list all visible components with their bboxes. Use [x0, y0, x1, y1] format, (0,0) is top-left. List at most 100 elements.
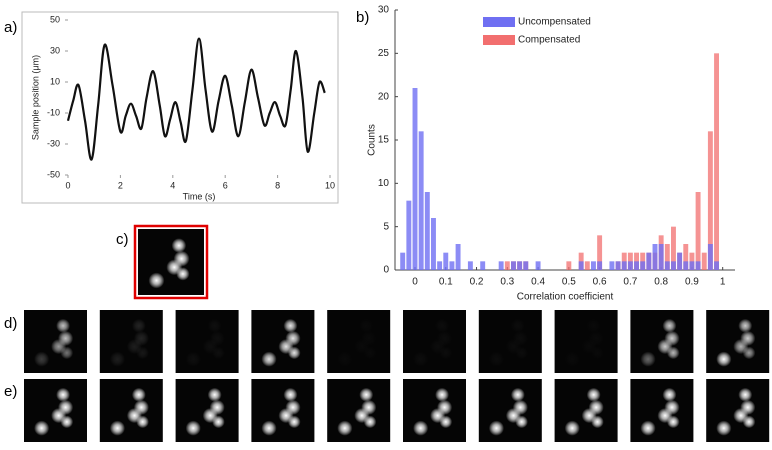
- image-spot: [359, 387, 374, 402]
- image-spot: [185, 351, 201, 367]
- x-tick-label: 0.3: [500, 277, 514, 288]
- image-spot: [34, 420, 50, 436]
- y-tick-label: -30: [47, 138, 60, 148]
- y-tick-label: 30: [50, 45, 60, 55]
- histogram-bar: [671, 261, 676, 270]
- image-tile: [403, 310, 466, 373]
- image-spot: [413, 352, 428, 367]
- histogram-bar: [504, 261, 510, 270]
- histogram-bar: [455, 244, 461, 270]
- image-spot: [171, 238, 187, 253]
- image-spot: [440, 347, 453, 360]
- image-tile: [327, 310, 391, 373]
- image-spot: [511, 319, 525, 333]
- image-spot: [287, 346, 301, 360]
- y-tick-label: 0: [383, 265, 389, 276]
- image-spot: [212, 415, 225, 429]
- x-tick-label: 8: [275, 180, 280, 190]
- panel-a-frame: [21, 11, 339, 204]
- legend-swatch: [483, 35, 515, 45]
- image-spot: [738, 318, 753, 333]
- histogram-bar: [714, 53, 719, 271]
- histogram-bar: [652, 244, 658, 270]
- image-spot: [591, 347, 604, 360]
- histogram-bar: [621, 261, 627, 270]
- image-spot: [666, 346, 680, 360]
- image-spot: [176, 267, 190, 281]
- image-spot: [515, 347, 528, 360]
- panel-label: d): [4, 315, 17, 332]
- x-tick-label: 0.1: [439, 277, 453, 288]
- image-spot: [261, 420, 277, 436]
- image-spot: [565, 352, 580, 367]
- image-spot: [640, 420, 656, 436]
- image-tile: [478, 310, 542, 373]
- histogram-bar: [431, 218, 436, 270]
- histogram-bar: [615, 261, 621, 270]
- histogram-bar: [714, 261, 719, 270]
- x-tick-label: 6: [223, 180, 228, 190]
- histogram-bar: [584, 261, 590, 270]
- image-spot: [591, 415, 604, 429]
- image-spot: [662, 387, 677, 402]
- histogram-bar: [707, 131, 713, 270]
- x-tick-label: 1: [720, 277, 726, 288]
- image-spot: [364, 347, 377, 360]
- histogram-bar: [683, 261, 689, 270]
- histogram-bar: [609, 261, 615, 270]
- panel-label: c): [116, 231, 129, 248]
- histogram-bar: [597, 235, 603, 270]
- histogram-bar: [683, 244, 689, 270]
- histogram-bar: [640, 261, 646, 270]
- x-tick-label: 4: [170, 180, 175, 190]
- image-spot: [109, 351, 126, 367]
- histogram-bar: [566, 261, 572, 270]
- histogram-bar: [578, 261, 584, 270]
- image-spot: [564, 420, 580, 436]
- x-tick-label: 0.8: [654, 277, 668, 288]
- image-spot: [60, 346, 74, 360]
- legend-label: Compensated: [518, 35, 580, 46]
- image-panels: [24, 229, 770, 442]
- image-spot: [131, 387, 146, 402]
- histogram-bar: [511, 261, 516, 270]
- histogram-bar: [646, 252, 652, 270]
- y-tick-label: 50: [50, 14, 60, 24]
- image-spot: [716, 420, 732, 436]
- histogram-bar: [677, 252, 683, 270]
- image-spot: [363, 415, 377, 429]
- image-spot: [109, 420, 126, 436]
- panel-label: b): [356, 9, 369, 26]
- image-spot: [742, 415, 756, 429]
- y-tick-label: 10: [378, 178, 390, 189]
- x-tick-label: 0.2: [470, 277, 484, 288]
- y-tick-label: 20: [378, 91, 390, 102]
- image-spot: [666, 415, 680, 429]
- image-spot: [489, 352, 504, 367]
- x-tick-label: 0: [412, 277, 418, 288]
- image-spot: [662, 318, 677, 333]
- image-spot: [587, 319, 601, 333]
- image-spot: [510, 387, 525, 402]
- image-spot: [742, 346, 756, 360]
- image-spot: [337, 420, 353, 436]
- histogram-bar: [695, 261, 701, 270]
- y-tick-label: 5: [383, 221, 389, 232]
- image-spot: [738, 387, 753, 402]
- histogram-bar: [424, 192, 430, 270]
- image-tile: [554, 310, 618, 373]
- x-tick-label: 10: [325, 180, 335, 190]
- histogram-bar: [412, 88, 418, 270]
- histogram-bar: [498, 261, 504, 270]
- histogram-bar: [418, 131, 424, 270]
- y-tick-label: 25: [378, 48, 390, 59]
- histogram-bar: [634, 261, 639, 270]
- histogram-bar: [467, 261, 473, 270]
- image-spot: [56, 318, 70, 333]
- histogram-bar: [591, 261, 596, 270]
- histogram-bar: [658, 244, 664, 270]
- histogram-bar: [627, 261, 633, 270]
- histogram-bar: [664, 261, 670, 270]
- histogram-bar: [535, 261, 541, 270]
